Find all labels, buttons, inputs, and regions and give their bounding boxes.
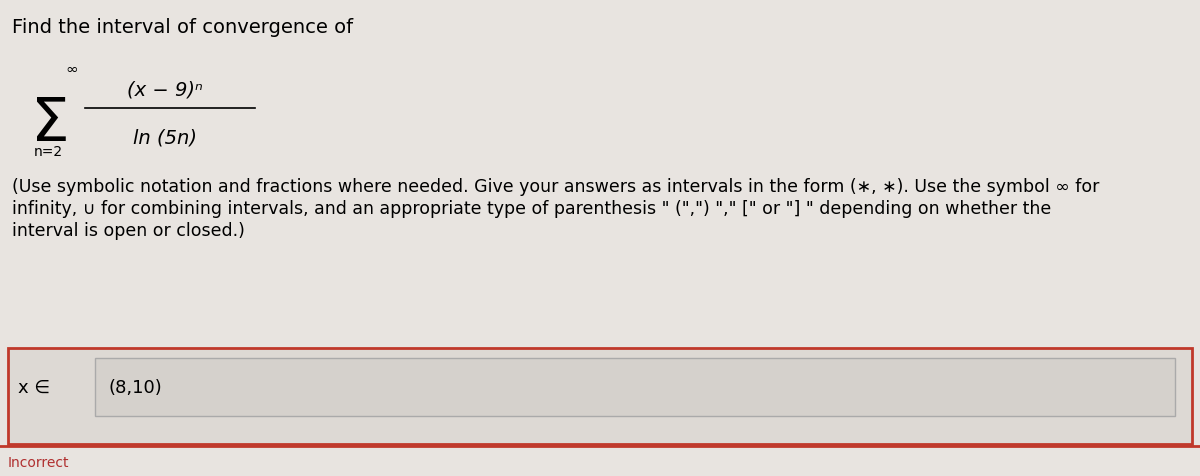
Text: (Use symbolic notation and fractions where needed. Give your answers as interval: (Use symbolic notation and fractions whe… [12, 178, 1099, 196]
Bar [95, 358, 1175, 416]
Text: Σ: Σ [31, 95, 70, 154]
Text: (x − 9)ⁿ: (x − 9)ⁿ [127, 80, 203, 99]
Text: n=2: n=2 [34, 145, 62, 159]
Text: (8,10): (8,10) [108, 379, 162, 397]
Text: interval is open or closed.): interval is open or closed.) [12, 222, 245, 240]
Bar [8, 348, 1192, 444]
Text: ln (5n): ln (5n) [133, 128, 197, 147]
Text: Find the interval of convergence of: Find the interval of convergence of [12, 18, 353, 37]
Text: Incorrect: Incorrect [8, 456, 70, 470]
Text: x ∈: x ∈ [18, 379, 50, 397]
Text: infinity, ∪ for combining intervals, and an appropriate type of parenthesis " (": infinity, ∪ for combining intervals, and… [12, 200, 1051, 218]
Text: ∞: ∞ [66, 62, 78, 77]
